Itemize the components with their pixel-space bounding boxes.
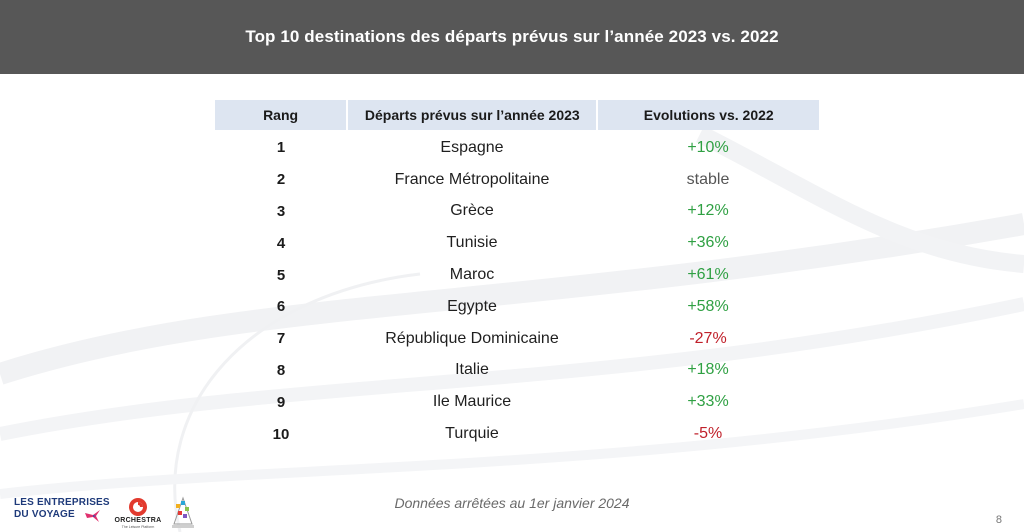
- title-bar: Top 10 destinations des départs prévus s…: [0, 0, 1024, 74]
- page-title: Top 10 destinations des départs prévus s…: [245, 27, 779, 46]
- page-number: 8: [995, 514, 1002, 526]
- rank-cell: 1: [276, 139, 286, 157]
- column-header-destination: Départs prévus sur l’année 2023: [346, 100, 597, 130]
- rank-cell: 4: [276, 234, 286, 252]
- plane-mark-icon: [85, 510, 100, 522]
- les-entreprises-du-voyage-logo: LES ENTREPRISES DU VOYAGE: [14, 497, 110, 525]
- rank-cell: 7: [276, 330, 286, 348]
- evolution-cell: +58%: [687, 297, 729, 315]
- destination-cell: Tunisie: [446, 234, 498, 252]
- column-header-rank: Rang: [215, 100, 347, 130]
- destination-cell: France Métropolitaine: [394, 170, 550, 188]
- table-row: 1 Espagne +10%: [215, 132, 819, 164]
- destination-cell: Turquie: [445, 425, 499, 443]
- evolution-cell: +12%: [687, 202, 729, 220]
- destination-cell: Egypte: [447, 297, 497, 315]
- destination-cell: Espagne: [440, 138, 504, 156]
- destination-cell: Ile Maurice: [432, 393, 512, 411]
- rank-cell: 5: [276, 266, 286, 284]
- table-header: Rang Départs prévus sur l’année 2023 Evo…: [215, 100, 819, 130]
- evolution-cell: stable: [686, 170, 730, 188]
- evolution-cell: +36%: [687, 234, 729, 252]
- data-note: Données arrêtées au 1er janvier 2024: [394, 495, 630, 511]
- logo-text-line-1: LES ENTREPRISES: [14, 497, 110, 508]
- rank-cell: 8: [276, 361, 286, 379]
- destination-cell: République Dominicaine: [385, 329, 559, 347]
- table-row: 7 République Dominicaine -27%: [215, 323, 819, 355]
- partner-logo-icon: [172, 496, 194, 528]
- rank-cell: 9: [276, 393, 286, 411]
- evolution-cell: +10%: [687, 138, 729, 156]
- evolution-cell: -5%: [693, 425, 723, 443]
- table-row: 9 Ile Maurice +33%: [215, 386, 819, 418]
- table-row: 6 Egypte +58%: [215, 291, 819, 323]
- orchestra-swirl-icon: [129, 498, 147, 516]
- orchestra-name: ORCHESTRA: [114, 517, 162, 524]
- destination-cell: Maroc: [449, 266, 495, 284]
- destination-cell: Grèce: [450, 202, 494, 220]
- destination-cell: Italie: [455, 361, 489, 379]
- table-row: 3 Grèce +12%: [215, 196, 819, 228]
- evolution-cell: +61%: [687, 266, 729, 284]
- destinations-table: Rang Départs prévus sur l’année 2023 Evo…: [215, 100, 819, 450]
- orchestra-logo: ORCHESTRA The Leisure Platform: [110, 496, 166, 530]
- table-row: 10 Turquie -5%: [215, 418, 819, 450]
- evolution-cell: -27%: [689, 329, 727, 347]
- table-body: 1 Espagne +10% 2 France Métropolitaine stable…: [215, 132, 819, 450]
- table-row: 2 France Métropolitaine stable: [215, 164, 819, 196]
- table-row: 5 Maroc +61%: [215, 259, 819, 291]
- table-row: 4 Tunisie +36%: [215, 227, 819, 259]
- evolution-cell: +18%: [687, 361, 729, 379]
- rank-cell: 3: [276, 202, 286, 220]
- column-header-evolution: Evolutions vs. 2022: [596, 100, 819, 130]
- evolution-cell: +33%: [687, 393, 729, 411]
- rank-cell: 2: [276, 171, 286, 189]
- table-row: 8 Italie +18%: [215, 355, 819, 387]
- rank-cell: 6: [276, 298, 286, 316]
- orchestra-tagline: The Leisure Platform: [121, 525, 155, 529]
- rank-cell: 10: [272, 425, 290, 443]
- logo-text-line-2: DU VOYAGE: [14, 509, 75, 520]
